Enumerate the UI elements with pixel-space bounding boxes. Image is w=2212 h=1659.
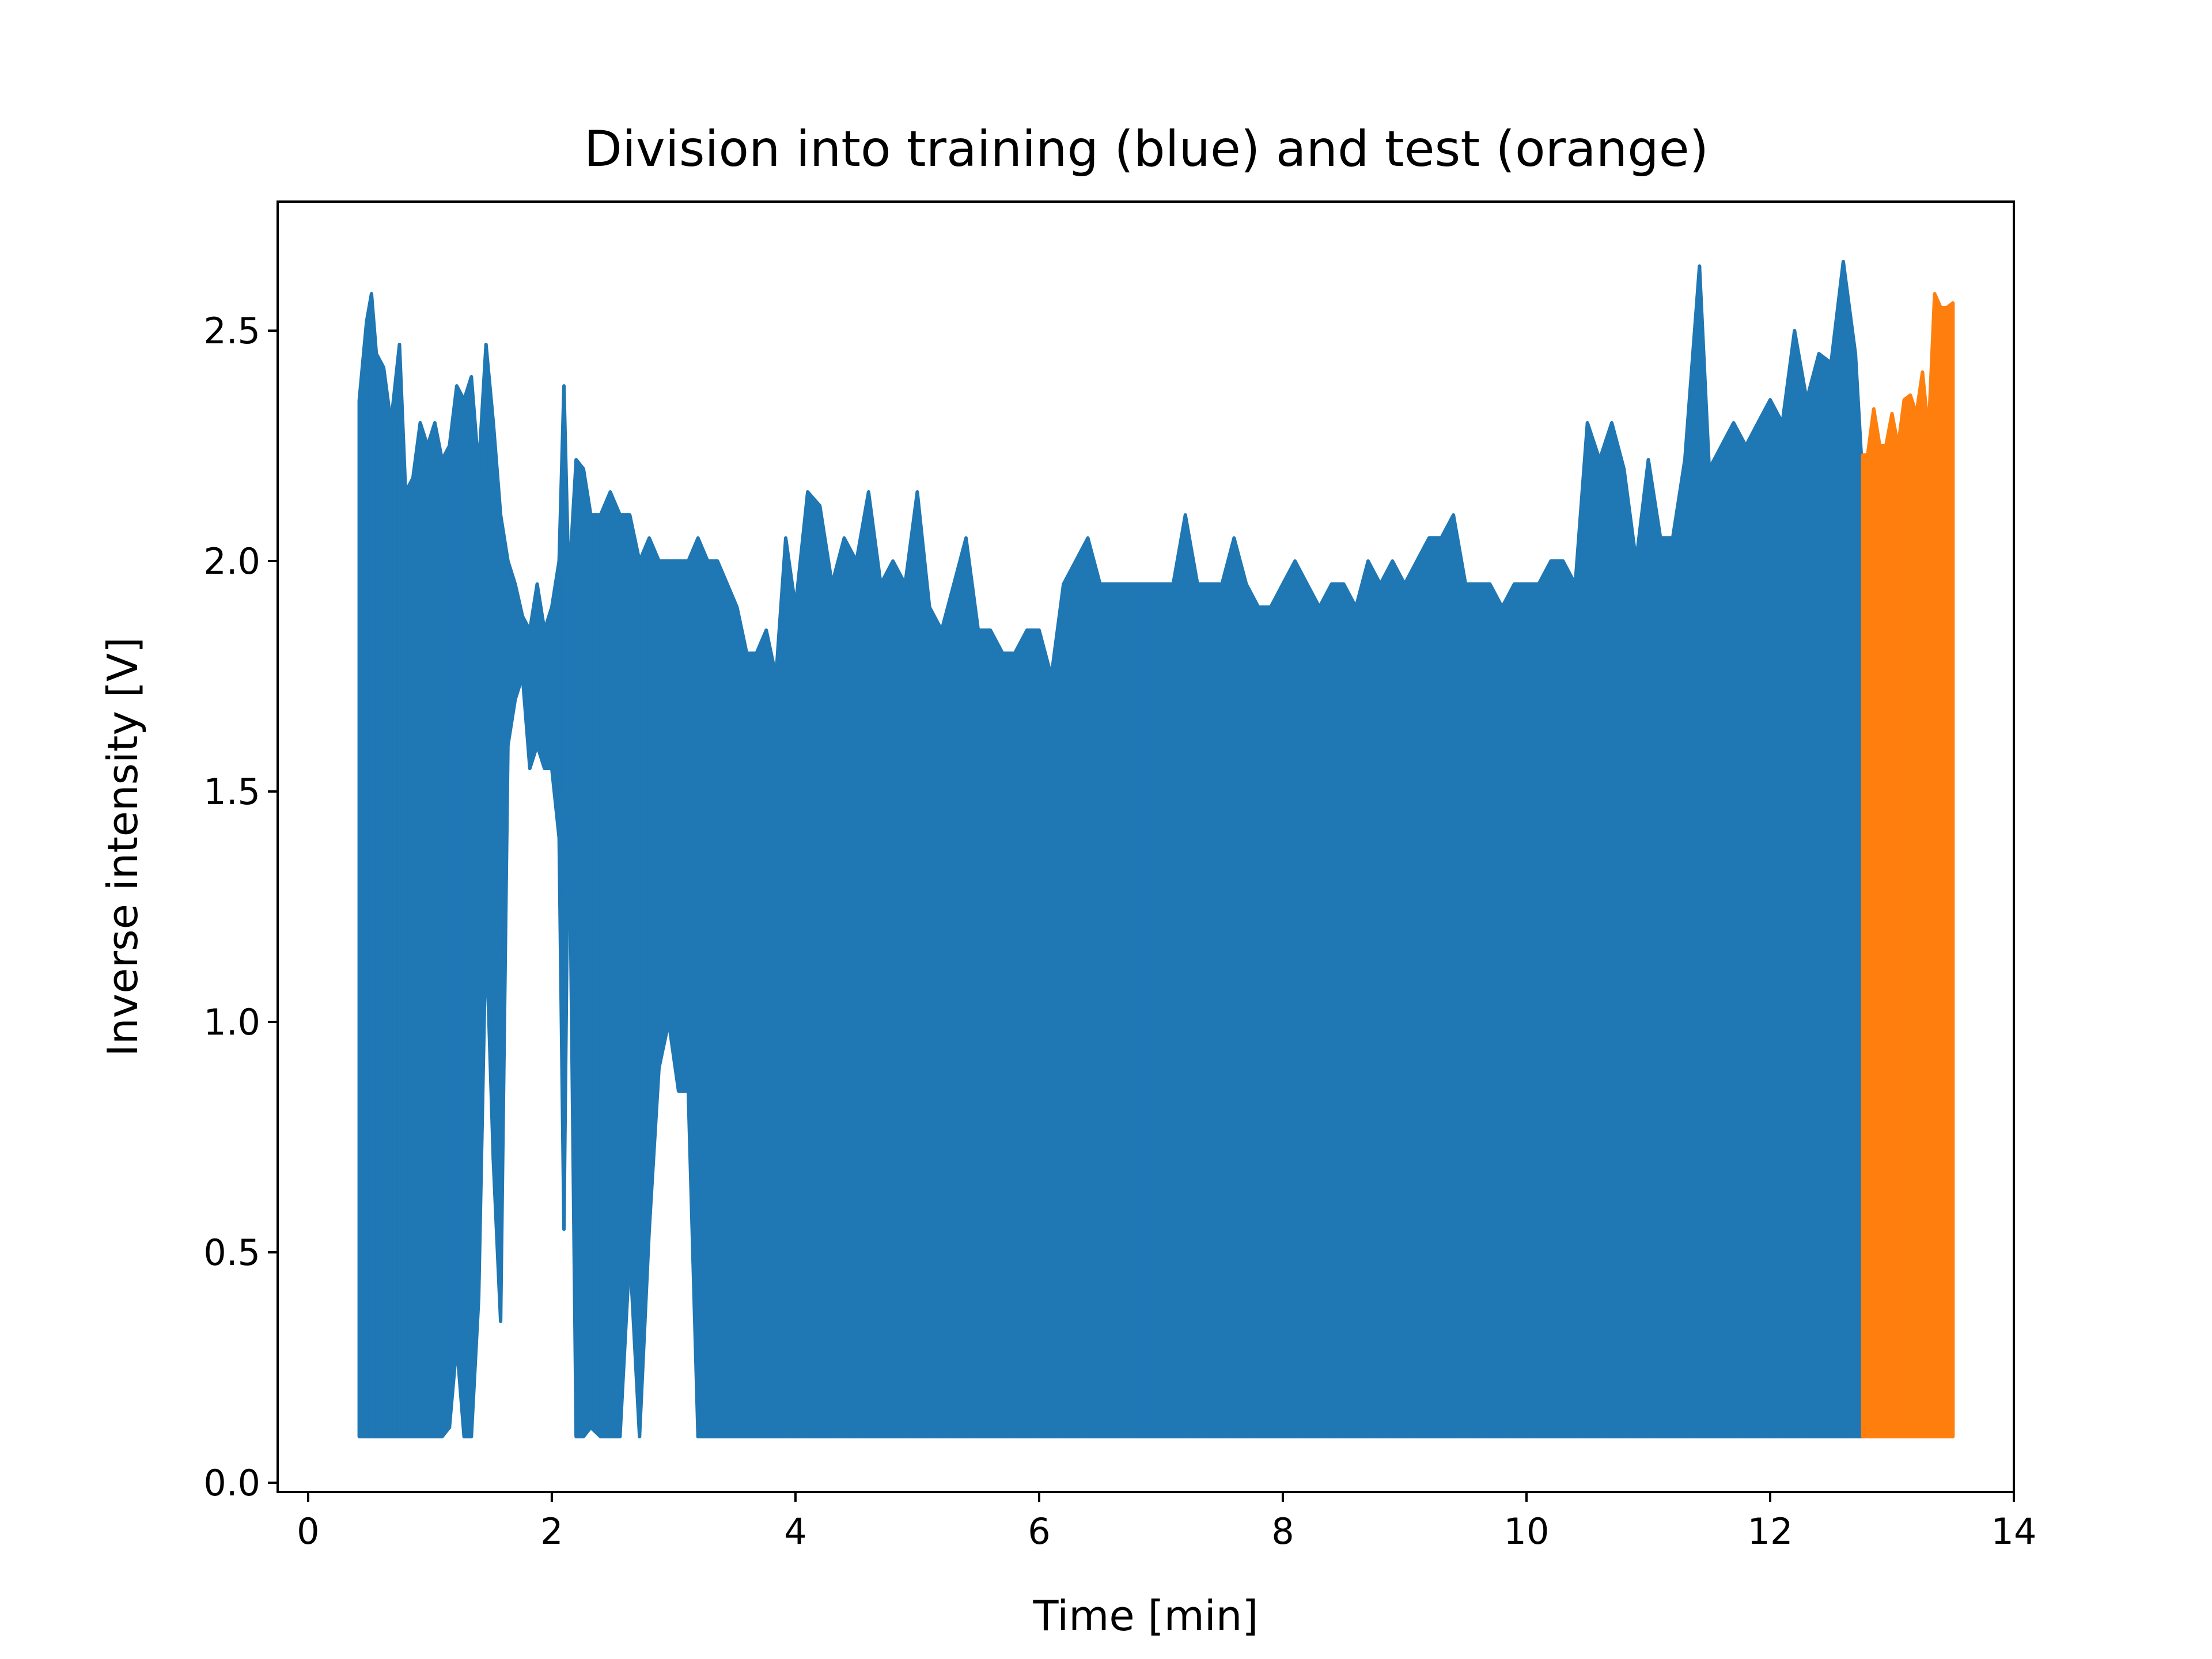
- y-tick-label: 0.0: [203, 1462, 260, 1504]
- x-tick-label: 2: [540, 1510, 563, 1552]
- test-series: [1861, 292, 1955, 1438]
- training-series: [357, 260, 1863, 1438]
- x-axis-label: Time [min]: [1032, 1592, 1258, 1640]
- x-tick-label: 14: [1991, 1510, 2037, 1552]
- y-axis: 0.0 0.5 1.0 1.5 2.0 2.5: [203, 310, 278, 1504]
- chart-title: Division into training (blue) and test (…: [584, 120, 1709, 178]
- y-tick-label: 0.5: [203, 1232, 260, 1274]
- x-axis: 0 2 4 6 8 10 12 14: [297, 1492, 2036, 1552]
- y-tick-label: 1.0: [203, 1001, 260, 1043]
- y-tick-label: 2.0: [203, 540, 260, 582]
- x-tick-label: 4: [784, 1510, 806, 1552]
- x-tick-label: 10: [1504, 1510, 1550, 1552]
- x-tick-label: 6: [1028, 1510, 1050, 1552]
- y-tick-label: 2.5: [203, 310, 260, 352]
- series-layer: [357, 260, 1955, 1438]
- y-tick-label: 1.5: [203, 771, 260, 813]
- x-tick-label: 0: [297, 1510, 319, 1552]
- y-axis-label: Inverse intensity [V]: [99, 637, 147, 1057]
- x-tick-label: 12: [1748, 1510, 1793, 1552]
- plot-area-frame: [276, 200, 2015, 1493]
- x-tick-label: 8: [1271, 1510, 1294, 1552]
